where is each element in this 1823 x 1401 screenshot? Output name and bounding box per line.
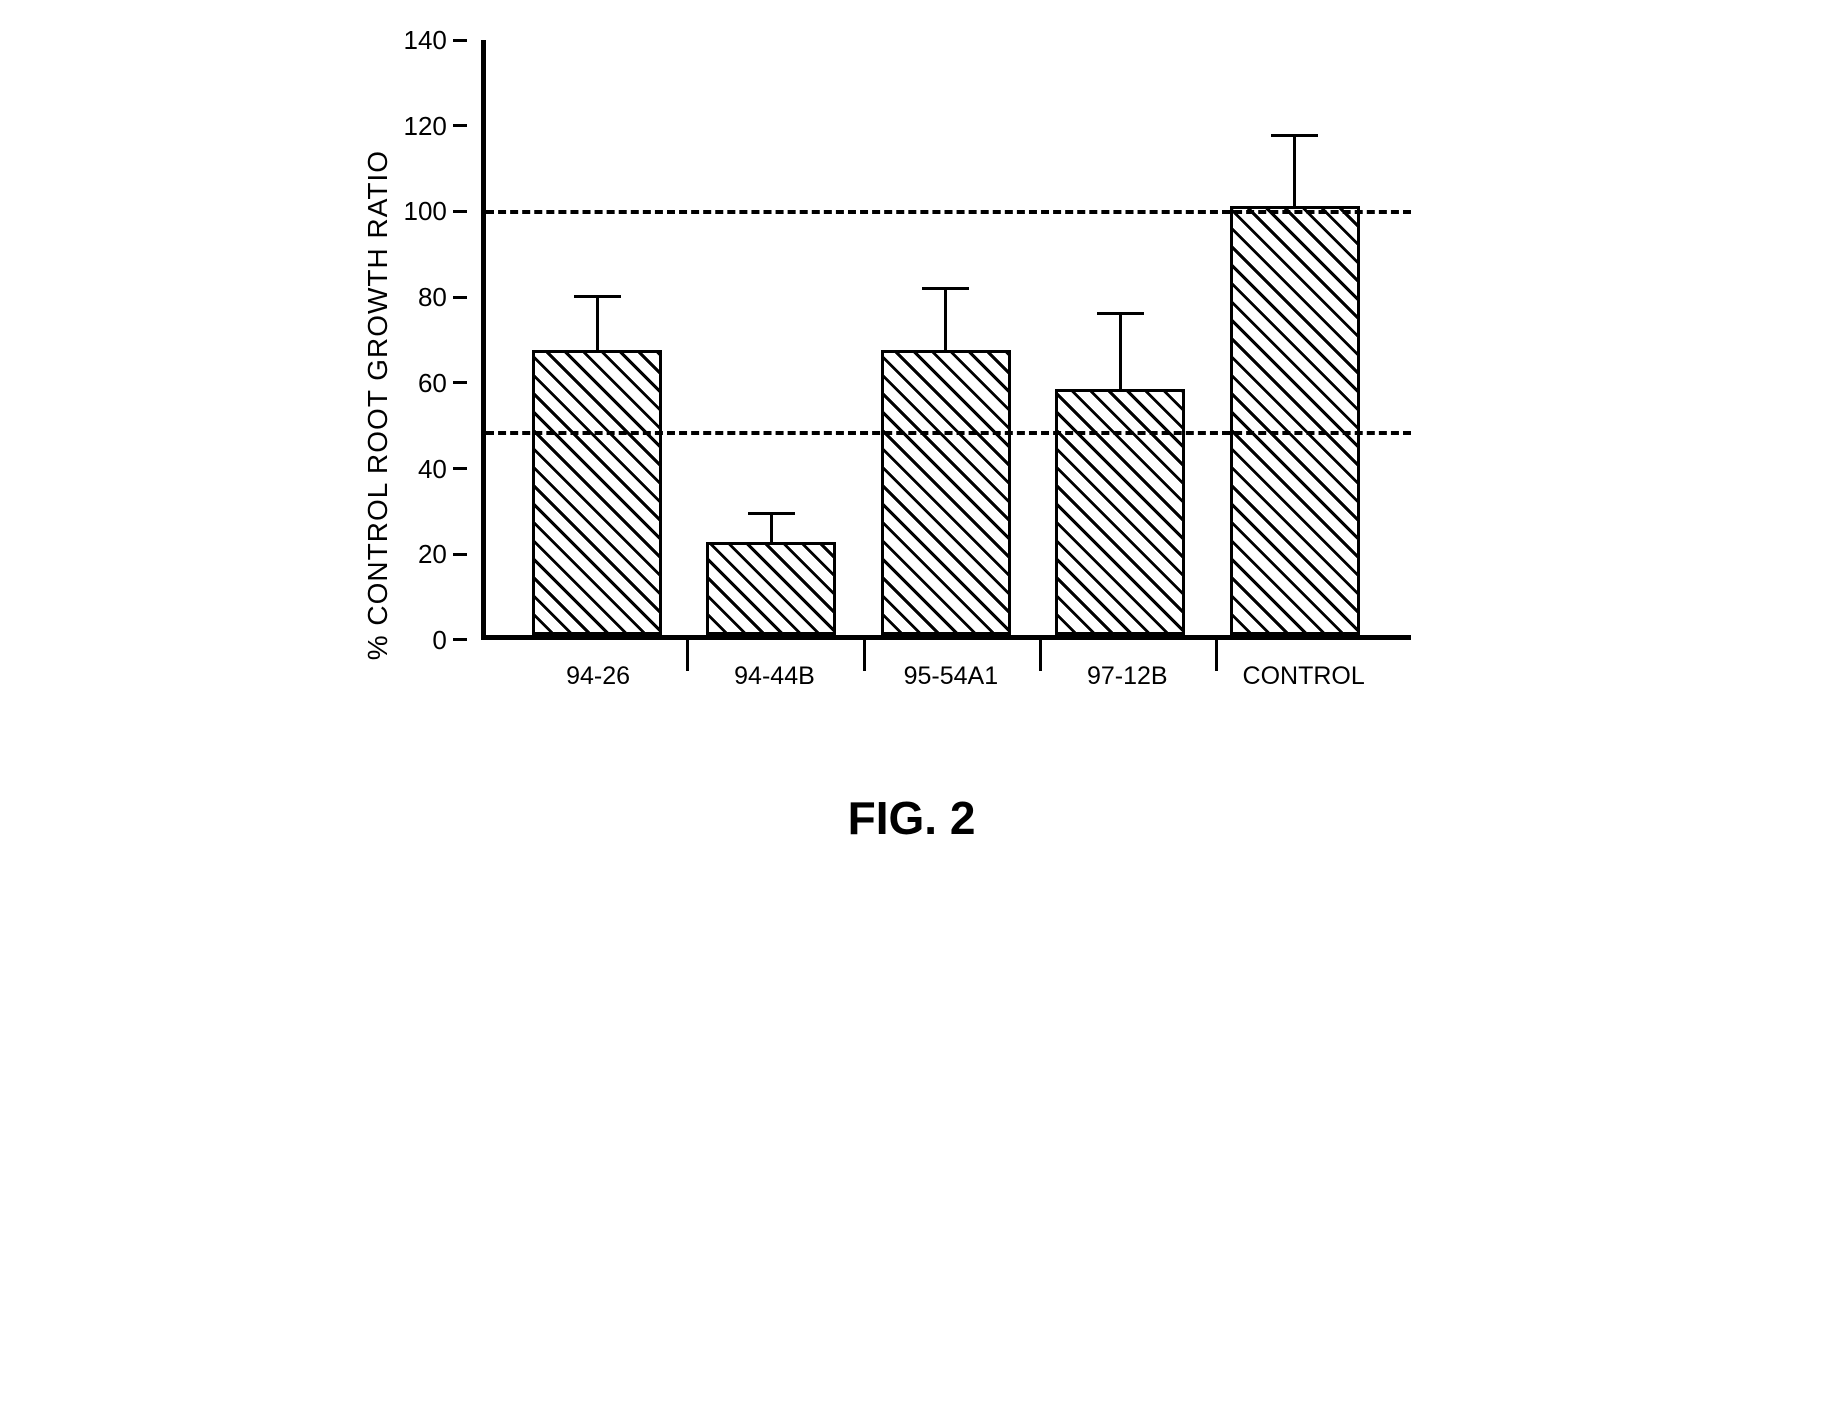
y-tick-mark xyxy=(453,638,467,641)
chart-container: % CONTROL ROOT GROWTH RATIO 140120100806… xyxy=(362,40,1462,845)
x-tick-group: CONTROL xyxy=(1239,640,1369,691)
y-tick-mark xyxy=(453,553,467,556)
y-tick-label: 40 xyxy=(418,456,447,482)
x-tick-label: CONTROL xyxy=(1243,662,1365,691)
error-cap xyxy=(922,287,969,290)
x-tick-label: 95-54A1 xyxy=(904,662,999,691)
error-bar xyxy=(1293,134,1296,206)
y-tick-mark xyxy=(453,124,467,127)
x-tick-label: 94-44B xyxy=(734,662,815,691)
error-cap xyxy=(1271,134,1318,137)
x-tick-group: 95-54A1 xyxy=(886,640,1016,691)
bar-group xyxy=(881,287,1011,636)
error-bar xyxy=(1119,312,1122,389)
x-tick-label: 94-26 xyxy=(566,662,630,691)
x-axis-row: 94-26 94-44B 95-54A1 97-12B CONTROL xyxy=(481,640,1411,691)
bar xyxy=(706,542,836,636)
y-tick-mark xyxy=(453,210,467,213)
y-tick-mark xyxy=(453,39,467,42)
error-bar xyxy=(944,287,947,351)
figure-caption: FIG. 2 xyxy=(362,791,1462,845)
bar xyxy=(881,350,1011,635)
error-bar xyxy=(596,295,599,350)
y-axis-label: % CONTROL ROOT GROWTH RATIO xyxy=(362,70,394,660)
y-tick-label: 0 xyxy=(432,627,446,653)
x-tick-group: 97-12B xyxy=(1062,640,1192,691)
reference-line xyxy=(486,431,1411,435)
error-cap xyxy=(1097,312,1144,315)
y-tick-label: 80 xyxy=(418,284,447,310)
plot-wrapper: 94-26 94-44B 95-54A1 97-12B CONTROL xyxy=(481,40,1411,691)
chart-area: % CONTROL ROOT GROWTH RATIO 140120100806… xyxy=(362,40,1462,691)
y-tick-mark xyxy=(453,467,467,470)
bar-group xyxy=(706,512,836,635)
y-tick-mark xyxy=(453,296,467,299)
x-separator-tick xyxy=(1039,635,1042,671)
y-tick-label: 100 xyxy=(404,198,447,224)
bar xyxy=(1230,206,1360,635)
x-tick-group: 94-44B xyxy=(709,640,839,691)
bars-group xyxy=(486,39,1406,635)
y-tick-label: 140 xyxy=(404,27,447,53)
bar xyxy=(1055,389,1185,636)
plot-region xyxy=(481,40,1411,640)
y-tick-label: 20 xyxy=(418,541,447,567)
x-separator-tick xyxy=(863,635,866,671)
x-separator-tick xyxy=(686,635,689,671)
x-separator-tick xyxy=(1215,635,1218,671)
reference-line xyxy=(486,210,1411,214)
y-axis: 140120100806040200 xyxy=(404,40,481,640)
x-axis: 94-26 94-44B 95-54A1 97-12B CONTROL xyxy=(486,640,1416,691)
y-tick-label: 120 xyxy=(404,113,447,139)
x-tick-label: 97-12B xyxy=(1087,662,1168,691)
error-cap xyxy=(574,295,621,298)
y-tick-label: 60 xyxy=(418,370,447,396)
error-cap xyxy=(748,512,795,515)
error-bar xyxy=(770,512,773,542)
bar-group xyxy=(532,295,662,635)
y-tick-mark xyxy=(453,381,467,384)
bar-group xyxy=(1230,134,1360,636)
bar xyxy=(532,350,662,635)
bar-group xyxy=(1055,312,1185,635)
x-tick-group: 94-26 xyxy=(533,640,663,691)
